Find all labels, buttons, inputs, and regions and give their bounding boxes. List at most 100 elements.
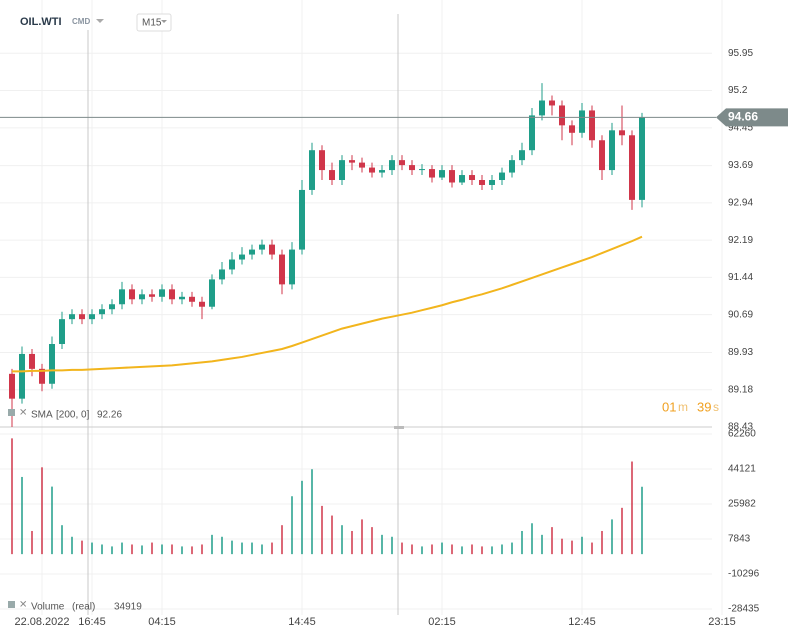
candle-body	[349, 160, 355, 163]
candle-body	[619, 130, 625, 136]
x-tick-label: 22.08.2022	[14, 616, 69, 628]
symbol-dropdown[interactable]	[96, 19, 104, 23]
candle-body	[129, 289, 135, 300]
volume-bar	[271, 542, 273, 555]
legend-icon[interactable]	[8, 409, 15, 416]
candle-body	[319, 150, 325, 171]
y-tick-label: 95.95	[728, 48, 753, 59]
candle-body	[209, 279, 215, 307]
volume-bar	[211, 534, 213, 555]
volume-bar	[161, 544, 163, 555]
legend-close[interactable]: ✕	[19, 408, 27, 419]
volume-bar	[251, 542, 253, 555]
volume-bar	[311, 469, 313, 555]
candle-body	[69, 314, 75, 320]
candle-body	[379, 170, 385, 173]
volume-bar	[231, 540, 233, 555]
plot: 95.95 95.2 94.45 93.69 92.94 92.19 91.44 90.69 8…	[0, 48, 788, 628]
symbol[interactable]: OIL.WTI	[20, 16, 62, 28]
volume-bar	[381, 534, 383, 555]
candle-body	[549, 100, 555, 106]
market: CMD	[72, 17, 90, 26]
countdown-m: m	[678, 400, 688, 414]
x-tick-label: 14:45	[288, 616, 316, 628]
candle-body	[469, 175, 475, 181]
candle-body	[159, 289, 165, 297]
candle-body	[309, 150, 315, 190]
volume-bar	[71, 536, 73, 555]
volume-bar	[471, 544, 473, 555]
volume-bar	[391, 536, 393, 555]
timeframe[interactable]: M15	[142, 18, 162, 29]
volume-bar	[181, 546, 183, 555]
candle-body	[459, 175, 465, 183]
volume-legend-mode: (real)	[72, 602, 95, 613]
volume-bar	[561, 538, 563, 555]
volume-bar	[551, 527, 553, 555]
candle-body	[519, 150, 525, 161]
candle-body	[9, 373, 15, 399]
volume-bar	[131, 544, 133, 555]
candle-body	[369, 167, 375, 173]
volume-bar	[451, 544, 453, 555]
sma-line	[12, 235, 643, 373]
y-tick-label: 92.19	[728, 235, 753, 246]
volume-bar	[411, 544, 413, 555]
candle-body	[639, 117, 645, 200]
candle-body	[479, 180, 485, 185]
legend-close[interactable]: ✕	[19, 600, 27, 611]
volume-bar	[401, 542, 403, 555]
volume-tick-label: -28435	[728, 604, 760, 615]
candle-body	[569, 125, 575, 133]
candle-body	[529, 115, 535, 151]
x-tick-label: 23:15	[708, 616, 736, 628]
candle-body	[409, 165, 415, 171]
y-tick-label: 93.69	[728, 160, 753, 171]
candle-body	[279, 254, 285, 285]
timeframe-arrow	[161, 20, 167, 23]
x-tick-label: 12:45	[568, 616, 596, 628]
volume-bar	[321, 505, 323, 555]
legend-icon[interactable]	[8, 601, 15, 608]
candle-body	[79, 314, 85, 320]
candle-body	[169, 289, 175, 300]
candle-body	[239, 254, 245, 260]
volume-bar	[511, 542, 513, 555]
y-tick-label: 92.94	[728, 198, 753, 209]
y-tick-label: 89.93	[728, 347, 753, 358]
candle-body	[299, 189, 305, 250]
volume-bar	[531, 523, 533, 555]
last-price-box	[716, 108, 788, 127]
candle-body	[449, 170, 455, 183]
y-tick-label: 88.43	[728, 422, 753, 433]
candle-body	[499, 172, 505, 181]
volume-bar	[61, 525, 63, 555]
volume-bar	[191, 546, 193, 555]
candle-body	[579, 110, 585, 133]
volume-bar	[541, 534, 543, 555]
candle-body	[89, 314, 95, 320]
volume-bar	[41, 467, 43, 555]
candle-body	[559, 105, 565, 126]
volume-bar	[351, 530, 353, 555]
sma-legend-value: 92.26	[97, 410, 122, 421]
timeframe-button[interactable]	[136, 13, 172, 32]
volume-tick-label: -10296	[728, 569, 760, 580]
volume-bar	[281, 525, 283, 555]
candle-body	[329, 170, 335, 181]
candle-body	[399, 160, 405, 166]
volume-bar	[51, 486, 53, 555]
volume-bar	[421, 546, 423, 555]
candle-body	[139, 294, 145, 300]
countdown-minutes: 01	[662, 399, 676, 414]
candle-body	[509, 160, 515, 173]
volume-bar	[611, 519, 613, 555]
y-tick-label: 95.2	[728, 85, 748, 96]
volume-bar	[91, 542, 93, 555]
candle-body	[179, 296, 185, 300]
pane-resize-handle[interactable]	[394, 426, 404, 429]
volume-legend-value: 34919	[114, 602, 142, 613]
candle-body	[599, 140, 605, 171]
candle-body	[199, 301, 205, 307]
